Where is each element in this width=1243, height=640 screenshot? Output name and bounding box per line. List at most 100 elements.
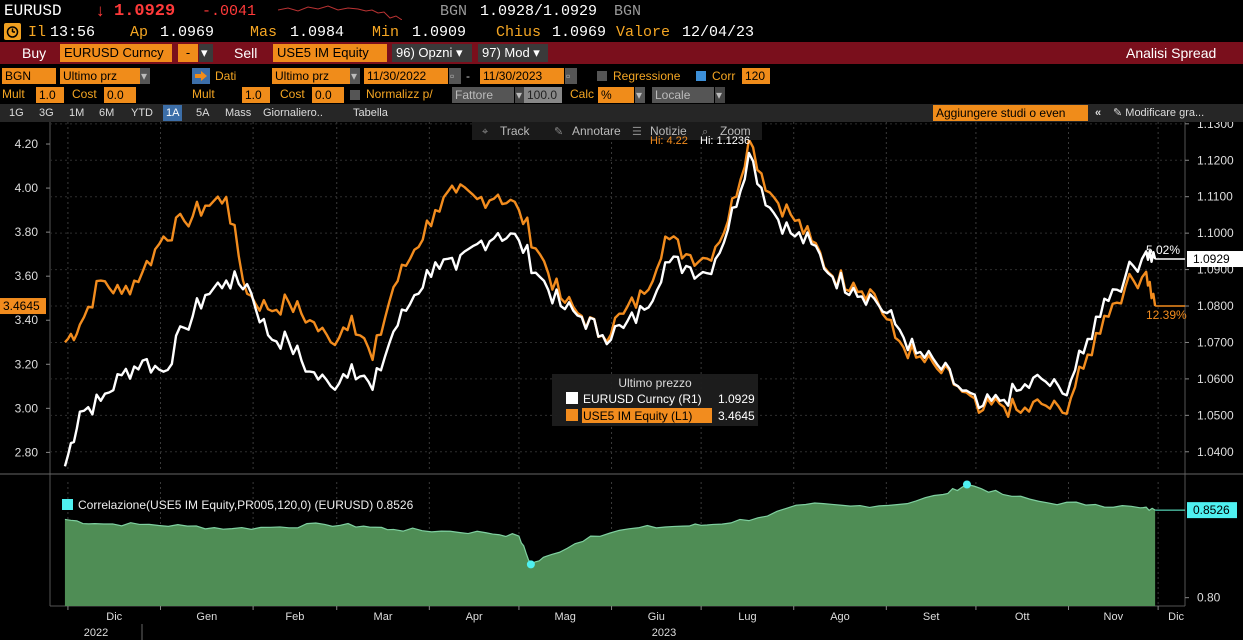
right-tick-label: 1.1200 — [1197, 153, 1234, 167]
buy-side-dropdown[interactable]: - — [178, 44, 198, 62]
x-tick-label: Ott — [1015, 611, 1030, 623]
quote-header: EURUSD ↓ 1.0929 -.0041 BGN 1.0928/1.0929… — [0, 0, 1243, 22]
x-tick-label: Mag — [555, 611, 576, 623]
options-menu-button[interactable]: 96) Opzni ▾ — [392, 44, 472, 62]
correlation-period-field[interactable]: 120 — [742, 68, 770, 84]
buy-security-field[interactable]: EURUSD Curncy — [60, 44, 172, 62]
period-bar: 1G 3G 1M 6M YTD 1A 5A Mass Giornaliero..… — [0, 104, 1243, 122]
eurusd-last-value: 1.0929 — [1193, 252, 1230, 266]
factor-value-field[interactable]: 100.0 — [524, 87, 562, 103]
chart-area[interactable]: Dic Gen Feb Mar Apr Mag Giu Lug Ago Set Ott Nov Dic 2… — [0, 117, 1243, 640]
left-tick-label: 4.00 — [15, 181, 39, 195]
right-tick-label: 1.0600 — [1197, 372, 1234, 386]
mult-2-field[interactable]: 1.0 — [242, 87, 270, 103]
price-type-2-select[interactable]: Ultimo prz — [272, 68, 350, 84]
x-tick-label: Lug — [738, 611, 756, 623]
period-1m[interactable]: 1M — [69, 107, 85, 119]
time-label: Il — [28, 24, 47, 41]
bid-ask: 1.0928/1.0929 — [480, 3, 598, 20]
add-study-input[interactable]: Aggiungere studi o even — [933, 105, 1088, 121]
sell-security-field[interactable]: USE5 IM Equity — [273, 44, 387, 62]
x-tick-label: Feb — [285, 611, 304, 623]
x-tick-label: Giu — [648, 611, 665, 623]
time-value: 13:56 — [50, 24, 96, 41]
clock-icon[interactable] — [4, 23, 21, 40]
high-value: 1.0984 — [290, 24, 345, 41]
x-tick-label: Ago — [830, 611, 850, 623]
right-tick-label: 1.0800 — [1197, 299, 1234, 313]
x-year-label: 2023 — [652, 627, 676, 639]
use5-last-value: 3.4645 — [3, 299, 40, 313]
left-tick-label: 3.80 — [15, 225, 39, 239]
period-6m[interactable]: 6M — [99, 107, 115, 119]
price-type-1-select[interactable]: Ultimo prz — [60, 68, 140, 84]
double-chevron-left-icon[interactable]: « — [1095, 107, 1102, 119]
correlation-max-marker — [962, 480, 971, 489]
calendar-icon[interactable]: ▫ — [565, 68, 577, 84]
period-1y[interactable]: 1A — [163, 105, 183, 121]
left-tick-label: 3.20 — [15, 357, 39, 371]
chart-tool-icon: ☰ — [632, 126, 642, 138]
regression-checkbox[interactable] — [597, 71, 607, 81]
ticker-symbol[interactable]: EURUSD — [4, 2, 62, 20]
x-year-label: 2022 — [84, 627, 108, 639]
modify-chart-button[interactable]: ✎ Modificare gra... — [1110, 105, 1207, 121]
open-label: Ap — [130, 24, 149, 41]
sparkline-icon — [278, 5, 402, 20]
period-max[interactable]: Mass — [225, 107, 252, 119]
settings-row-2: Mult 1.0 Cost 0.0 Mult 1.0 Cost 0.0 Norm… — [0, 86, 1243, 104]
normalize-checkbox[interactable] — [350, 90, 360, 100]
calendar-icon[interactable]: ▫ — [449, 68, 461, 84]
right-tick-label: 1.0700 — [1197, 335, 1234, 349]
legend-use5-name: USE5 IM Equity (L1) — [583, 409, 692, 423]
period-5y[interactable]: 5A — [196, 107, 210, 119]
sell-button[interactable]: Sell — [234, 45, 258, 61]
right-tick-label: 1.1100 — [1197, 190, 1233, 204]
high-label: Mas — [250, 24, 278, 41]
high-left-label: Hi: 4.22 — [650, 135, 688, 147]
chevron-down-icon[interactable]: ▾ — [350, 68, 360, 84]
corr-legend-text: Correlazione(USE5 IM Equity,PR005,120,0)… — [78, 498, 414, 512]
start-date-field[interactable]: 11/30/2022 — [364, 68, 448, 84]
period-ytd[interactable]: YTD — [131, 107, 153, 119]
high-right-label: Hi: 1.1236 — [700, 135, 750, 147]
calc-select[interactable]: % — [598, 87, 634, 103]
correlation-area — [64, 484, 1156, 606]
locale-select[interactable]: Locale — [652, 87, 714, 103]
open-value: 1.0969 — [160, 24, 215, 41]
chevron-down-icon[interactable]: ▾ — [140, 68, 150, 84]
chart-svg[interactable]: Dic Gen Feb Mar Apr Mag Giu Lug Ago Set Ott Nov Dic 2… — [0, 117, 1243, 640]
right-tick-label: 1.1000 — [1197, 226, 1234, 240]
chevron-down-icon[interactable]: ▾ — [635, 87, 645, 103]
period-1d[interactable]: 1G — [9, 107, 24, 119]
buy-button[interactable]: Buy — [22, 45, 47, 61]
cost-2-field[interactable]: 0.0 — [312, 87, 344, 103]
quote-details: Il 13:56 Ap 1.0969 Mas 1.0984 Min 1.0909… — [0, 22, 1243, 42]
correlation-checkbox[interactable] — [696, 71, 706, 81]
factor-select[interactable]: Fattore — [452, 87, 514, 103]
source-field[interactable]: BGN — [2, 68, 56, 84]
modify-chart-label: Modificare gra... — [1125, 107, 1205, 119]
corr-tick-label: 0.80 — [1197, 591, 1221, 605]
ask-source: BGN — [614, 3, 642, 20]
end-date-field[interactable]: 11/30/2023 — [480, 68, 564, 84]
chevron-down-icon[interactable]: ▾ — [715, 87, 725, 103]
table-button[interactable]: Tabella — [353, 107, 388, 119]
chevron-down-icon[interactable]: ▾ — [199, 44, 213, 62]
corr-last-value: 0.8526 — [1193, 503, 1230, 517]
correlation-label: Corr — [712, 69, 736, 83]
left-tick-label: 3.00 — [15, 401, 39, 415]
mult-1-field[interactable]: 1.0 — [36, 87, 64, 103]
modify-menu-button[interactable]: 97) Mod ▾ — [478, 44, 548, 62]
normalize-label: Normalizz p/ — [366, 87, 433, 101]
chevron-down-icon[interactable]: ▾ — [515, 87, 525, 103]
trade-toolbar: Buy EURUSD Curncy - ▾ Sell USE5 IM Equit… — [0, 42, 1243, 64]
legend-use5-highlight — [582, 408, 712, 423]
corr-last-flag — [1187, 502, 1237, 519]
legend-swatch-use5 — [566, 409, 578, 421]
frequency-select[interactable]: Giornaliero.. — [263, 107, 323, 119]
period-3d[interactable]: 3G — [39, 107, 54, 119]
x-tick-label: Nov — [1104, 611, 1124, 623]
cost-1-field[interactable]: 0.0 — [104, 87, 136, 103]
data-link-icon[interactable] — [192, 68, 210, 84]
